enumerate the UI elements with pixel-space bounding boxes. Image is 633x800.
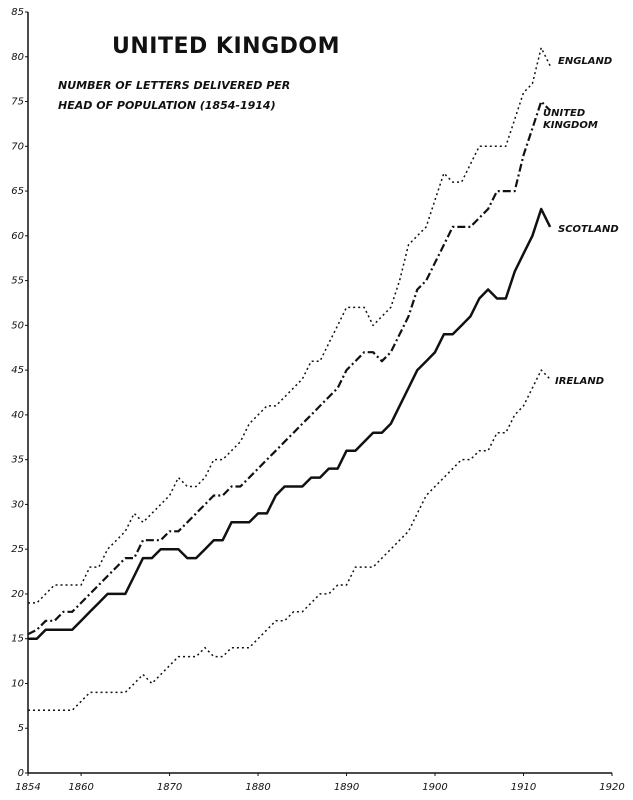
series-line bbox=[27, 100, 551, 636]
y-tick-label: 65 bbox=[11, 186, 24, 197]
y-tick-label: 30 bbox=[11, 499, 24, 510]
y-tick-label: 35 bbox=[11, 455, 24, 466]
x-tick-label: 1854 bbox=[15, 782, 40, 793]
series-label: UNITED KINGDOM bbox=[543, 108, 598, 131]
series-label: SCOTLAND bbox=[558, 224, 619, 235]
x-tick-label: 1870 bbox=[157, 782, 182, 793]
y-tick-label: 0 bbox=[18, 768, 24, 779]
x-tick-label: 1890 bbox=[334, 782, 359, 793]
y-tick-label: 25 bbox=[11, 544, 24, 555]
y-tick-label: 10 bbox=[11, 678, 24, 689]
series-line bbox=[28, 47, 551, 604]
y-tick-label: 45 bbox=[11, 365, 24, 376]
x-tick-label: 1910 bbox=[511, 782, 536, 793]
y-tick-label: 70 bbox=[11, 141, 24, 152]
y-tick-label: 40 bbox=[11, 410, 24, 421]
y-tick-label: 80 bbox=[11, 52, 24, 63]
x-tick-label: 1920 bbox=[599, 782, 624, 793]
chart-subtitle: NUMBER OF LETTERS DELIVERED PER HEAD OF … bbox=[58, 79, 291, 112]
y-tick-label: 75 bbox=[11, 97, 24, 108]
y-tick-label: 15 bbox=[11, 634, 24, 645]
chart-title: UNITED KINGDOM bbox=[112, 34, 340, 59]
y-tick-label: 85 bbox=[11, 7, 24, 18]
series-label: IRELAND bbox=[555, 376, 605, 387]
series-line bbox=[28, 207, 552, 640]
y-tick-label: 60 bbox=[11, 231, 24, 242]
x-tick-label: 1900 bbox=[422, 782, 447, 793]
y-tick-label: 55 bbox=[11, 276, 24, 287]
y-tick-label: 5 bbox=[18, 723, 24, 734]
series-line bbox=[28, 369, 551, 712]
y-tick-label: 20 bbox=[11, 589, 24, 600]
y-tick-label: 50 bbox=[11, 320, 24, 331]
series-label: ENGLAND bbox=[558, 56, 613, 67]
x-tick-label: 1880 bbox=[245, 782, 270, 793]
x-tick-label: 1860 bbox=[68, 782, 93, 793]
